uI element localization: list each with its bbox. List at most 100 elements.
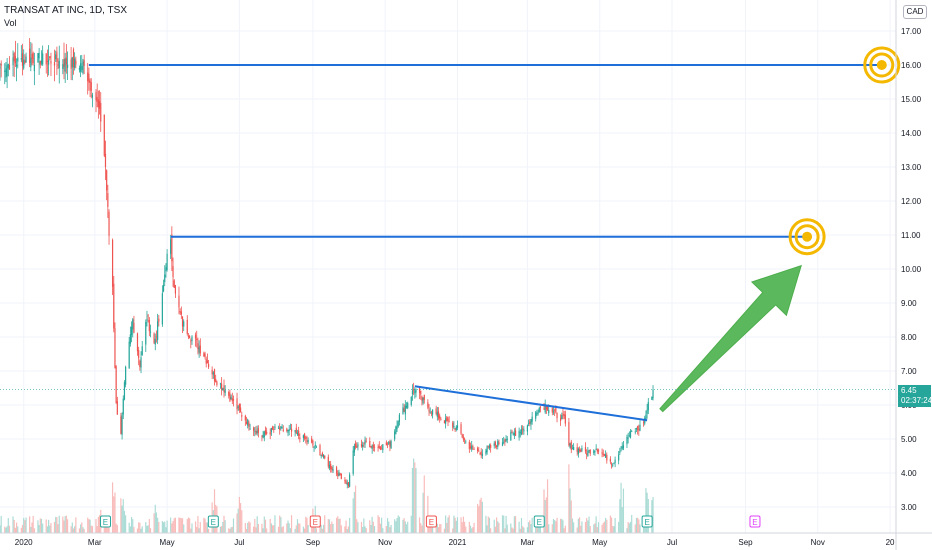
volume-bar [485,515,487,533]
target-arrow[interactable] [659,264,802,413]
y-tick-label: 17.00 [901,27,922,36]
time-axis[interactable]: 2020 Mar May Jul Sep Nov 2021 Mar May Jul Sep Nov 20 [15,538,895,547]
volume-bar [340,525,342,533]
volume-bar [330,524,332,533]
volume-bar [257,523,259,533]
plot-area[interactable] [0,0,896,533]
volume-bar [136,528,139,533]
candle-body [20,58,22,60]
target-icon[interactable] [863,46,901,84]
earnings-marker[interactable]: E [309,515,321,528]
candle-body [538,407,540,413]
volume-bar [395,521,397,533]
volume-bar [563,528,565,533]
volume-bar [510,523,512,533]
candle-body [14,56,17,64]
candle-body [132,319,134,330]
candle-body [230,396,232,400]
candle-body [89,80,91,83]
volume-bar [504,528,506,533]
candle-body [609,458,611,462]
price-axis[interactable]: 3.004.005.006.007.008.009.0010.0011.0012… [901,27,922,512]
earnings-marker[interactable]: E [533,515,545,528]
y-tick-label: 5.00 [901,435,917,444]
candle-body [179,311,181,313]
volume-bar [523,527,525,533]
annotations[interactable] [0,46,901,422]
volume-bar [478,506,480,533]
earnings-marker[interactable]: E [641,515,653,528]
candle-body [422,397,424,404]
volume-bar [14,527,17,533]
volume-bar [46,526,49,533]
volume-bar [494,526,497,533]
volume-bar [437,527,440,533]
candle-body [205,359,207,364]
candle-body [42,53,44,65]
volume-bar [147,525,149,533]
candle-body [584,446,587,452]
volume-bar [229,528,231,533]
volume-bar [66,519,69,533]
earnings-label: E [313,518,318,527]
candle-body [420,390,422,395]
candles [0,38,654,489]
volume-bar [469,525,472,533]
candle-body [379,447,382,450]
volume-bar [381,517,383,533]
volume-bar [198,528,200,533]
candle-body [256,430,258,434]
currency-badge[interactable]: CAD [903,5,927,19]
volume-bar [462,516,465,533]
candle-body [505,439,507,441]
target-icon[interactable] [788,218,826,256]
candle-body [31,53,33,59]
volume-bar [569,488,571,533]
candle-body [322,454,325,458]
candle-body [103,114,105,156]
candle-body [302,435,305,439]
earnings-marker[interactable]: E [749,515,761,528]
candle-body [216,381,218,386]
volume-bar [164,521,166,533]
volume-bar [511,527,513,533]
candle-body [224,390,226,393]
volume-bar [378,516,380,533]
volume-bar [103,524,105,533]
volume-bar [477,503,479,533]
candle-body [369,440,371,448]
candle-body [174,285,177,294]
volume-bar [79,524,82,533]
x-tick-label: Jul [234,538,244,547]
candle-body [146,319,148,321]
candle-body [162,284,165,292]
candle-body [618,454,620,461]
candle-body [100,103,102,122]
candle-body [139,360,141,367]
candle-body [6,65,8,77]
candle-body [25,56,27,63]
candle-body [145,321,147,345]
volume-bar [17,526,19,533]
candle-body [339,473,341,476]
volume-bar [295,525,297,533]
earnings-marker[interactable]: E [425,515,437,528]
candle-body [314,444,316,447]
volume-bar [634,524,636,533]
candle-body [389,441,391,447]
candle-body [87,72,89,82]
volume-bar [280,517,282,533]
earnings-marker[interactable]: E [207,515,219,528]
candle-body [12,57,14,65]
volume-bars [0,458,654,533]
candle-body [478,450,480,452]
volume-bar [207,528,210,533]
earnings-marker[interactable]: E [99,515,111,528]
trendline[interactable] [414,385,648,422]
volume-bar [589,526,591,533]
volume-bar [261,523,263,533]
candle-body [371,445,373,450]
volume-bar [559,518,562,533]
